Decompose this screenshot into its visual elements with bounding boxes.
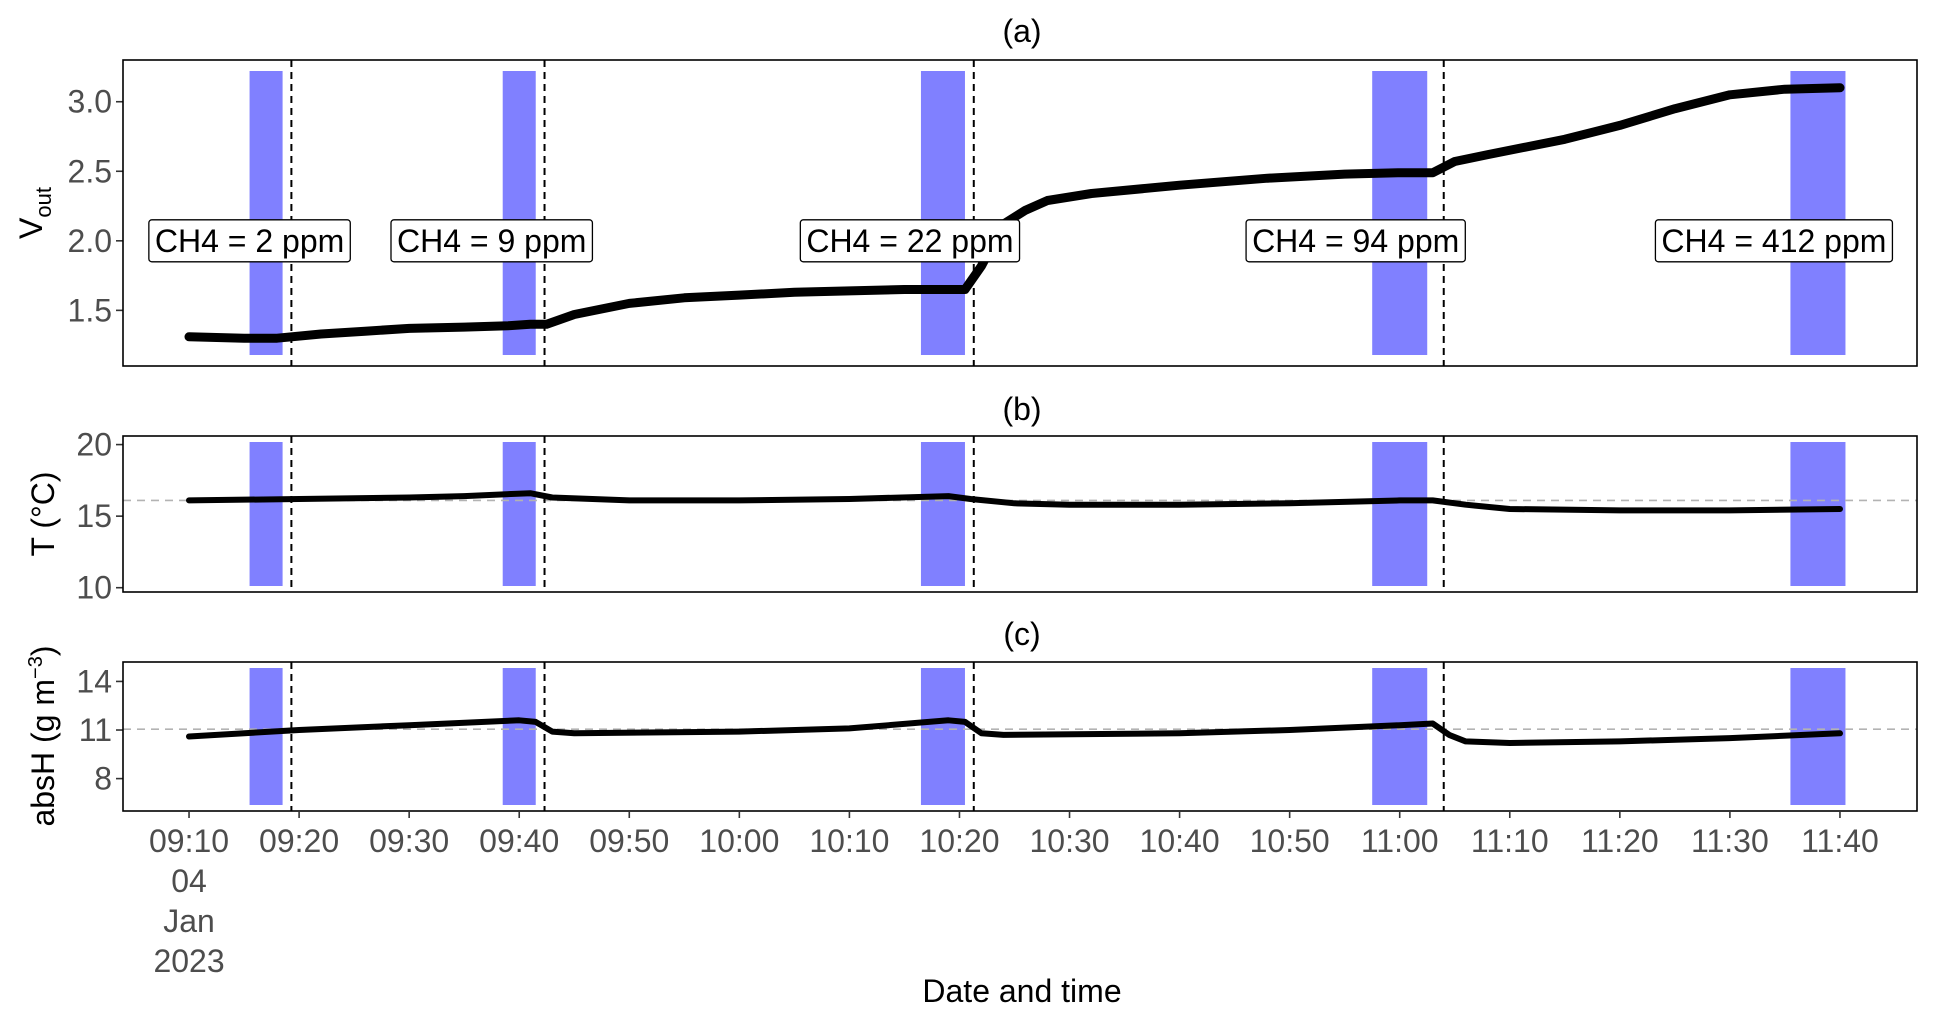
- x-tick-label: 11:30: [1691, 823, 1769, 859]
- shaded-interval: [920, 442, 965, 586]
- series-line-T: [186, 490, 1843, 514]
- x-tick-label: 11:40: [1801, 823, 1879, 859]
- shaded-interval: [502, 71, 536, 355]
- panel-title-b: (b): [1002, 391, 1041, 427]
- annotation-text: CH4 = 22 ppm: [806, 223, 1013, 259]
- x-tick-label: 10:30: [1029, 823, 1109, 859]
- shaded-interval: [1372, 442, 1428, 586]
- x-tick-date-line: Jan: [163, 903, 215, 939]
- shaded-interval: [1790, 71, 1846, 355]
- x-tick-label: 09:40: [479, 823, 559, 859]
- y-tick-label: 20: [76, 427, 112, 463]
- x-tick-label: 10:50: [1250, 823, 1330, 859]
- annotation-label: CH4 = 412 ppm: [1654, 219, 1894, 263]
- y-axis-label-c: absH (g m−3): [25, 645, 61, 826]
- shaded-interval: [502, 442, 536, 586]
- y-tick-label: 3.0: [68, 84, 112, 120]
- x-tick-label: 09:30: [369, 823, 449, 859]
- shaded-interval: [1790, 442, 1846, 586]
- y-tick-label: 1.5: [68, 292, 112, 328]
- y-axis-label-b: T (°C): [25, 471, 61, 556]
- y-tick-label: 11: [79, 712, 112, 748]
- x-tick-label: 11:20: [1581, 823, 1659, 859]
- plot-frame-a: [122, 59, 1918, 367]
- plot-frame-c: [122, 661, 1918, 812]
- annotation-text: CH4 = 412 ppm: [1661, 223, 1886, 259]
- x-tick-label: 09:20: [259, 823, 339, 859]
- shaded-interval: [920, 71, 965, 355]
- x-tick-label: 09:50: [589, 823, 669, 859]
- annotation-box: [799, 219, 1021, 263]
- annotation-box: [148, 219, 351, 263]
- annotation-text: CH4 = 2 ppm: [155, 223, 344, 259]
- shaded-interval: [249, 442, 283, 586]
- annotation-label: CH4 = 2 ppm: [148, 219, 351, 263]
- panel-title-a: (a): [1002, 13, 1041, 49]
- x-tick-label: 11:10: [1471, 823, 1549, 859]
- annotation-label: CH4 = 22 ppm: [799, 219, 1021, 263]
- series-line-absH: [186, 717, 1843, 746]
- y-tick-label: 8: [94, 761, 112, 797]
- annotation-box: [390, 219, 594, 263]
- y-tick-label: 2.0: [68, 223, 112, 259]
- panel-title-c: (c): [1003, 616, 1040, 652]
- y-tick-label: 14: [76, 663, 112, 699]
- shaded-interval: [249, 71, 283, 355]
- x-tick-label: 10:10: [809, 823, 889, 859]
- shaded-interval: [1372, 668, 1428, 805]
- ylabel-c-close: ): [25, 645, 61, 656]
- panel-b: 10 15 20: [76, 427, 1917, 606]
- shaded-interval: [1372, 71, 1428, 355]
- annotation-label: CH4 = 94 ppm: [1245, 219, 1466, 263]
- annotation-box: [1654, 219, 1894, 263]
- x-axis: 09:10 04 Jan 2023 09:20 09:30 09:40 09:50 10:00 1…: [149, 811, 1879, 979]
- panel-c: 8 11 14: [76, 662, 1917, 811]
- annotation-label: CH4 = 9 ppm: [390, 219, 594, 263]
- series-line-Vout: [184, 83, 1845, 343]
- shaded-interval: [502, 668, 536, 805]
- x-tick-date-line: 2023: [153, 943, 224, 979]
- shaded-interval: [920, 668, 965, 805]
- x-tick-label: 09:10: [149, 823, 229, 859]
- annotation-text: CH4 = 9 ppm: [397, 223, 586, 259]
- panel-a: 1.5 2.0 2.5 3.0 CH4 = 2 ppm CH4 = 9 ppm CH4 = …: [68, 60, 1894, 366]
- x-tick-date-line: 04: [171, 863, 207, 899]
- x-tick-label: 10:40: [1140, 823, 1220, 859]
- ylabel-c-main: absH (g m: [25, 679, 61, 827]
- x-tick-label: 10:00: [699, 823, 779, 859]
- y-tick-label: 10: [76, 570, 112, 606]
- y-axis-label-a: Vout: [13, 187, 56, 239]
- shaded-interval: [249, 668, 283, 805]
- y-tick-label: 15: [76, 498, 112, 534]
- y-tick-label: 2.5: [68, 153, 112, 189]
- x-tick-label: 11:00: [1361, 823, 1439, 859]
- ylabel-c-sup: −3: [25, 656, 47, 679]
- ylabel-a-main: V: [13, 217, 49, 239]
- x-axis-label: Date and time: [922, 973, 1121, 1009]
- plot-frame-b: [122, 435, 1918, 593]
- ylabel-a-sub: out: [31, 187, 56, 218]
- annotation-box: [1245, 219, 1466, 263]
- x-tick-label: 10:20: [919, 823, 999, 859]
- annotation-text: CH4 = 94 ppm: [1252, 223, 1459, 259]
